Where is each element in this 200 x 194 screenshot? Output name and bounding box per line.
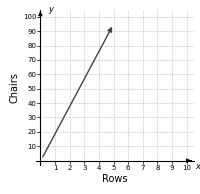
Text: y: y [48, 5, 53, 14]
X-axis label: Rows: Rows [102, 174, 128, 184]
Y-axis label: Chairs: Chairs [10, 72, 20, 103]
Text: x: x [195, 162, 200, 171]
